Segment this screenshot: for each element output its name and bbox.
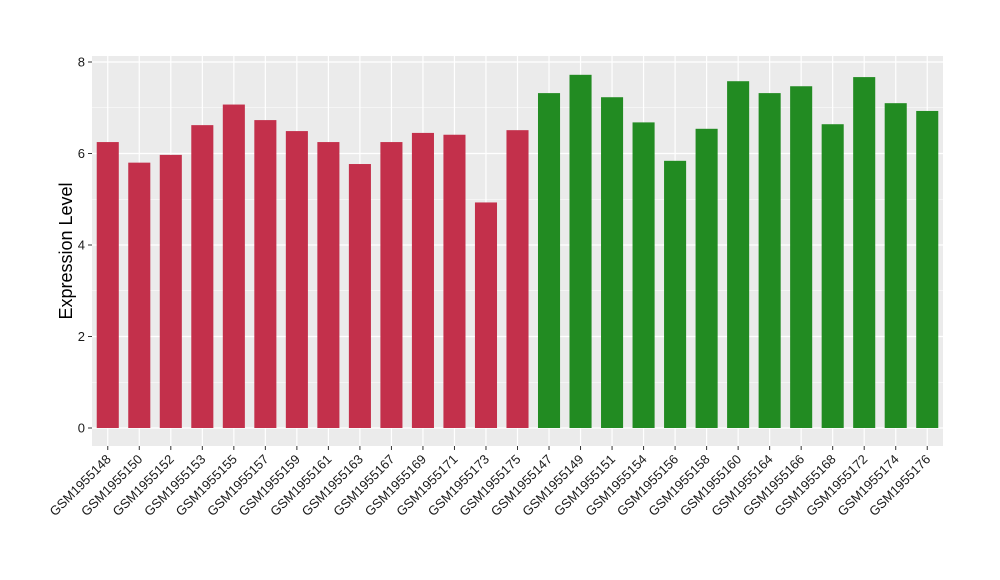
y-tick-label: 4 — [78, 238, 85, 253]
bar-GSM1955157 — [254, 120, 277, 428]
y-tick-label: 6 — [78, 146, 85, 161]
bar-GSM1955168 — [821, 124, 844, 428]
bar-GSM1955166 — [790, 86, 813, 428]
bar-GSM1955163 — [348, 164, 371, 428]
bar-GSM1955161 — [317, 142, 340, 428]
bar-GSM1955164 — [758, 93, 781, 429]
bar-GSM1955172 — [853, 77, 876, 428]
bar-GSM1955176 — [916, 110, 939, 428]
bars — [96, 74, 939, 429]
bar-GSM1955169 — [411, 132, 434, 428]
bar-GSM1955147 — [537, 93, 561, 429]
bar-GSM1955158 — [695, 128, 718, 429]
bar-GSM1955155 — [222, 104, 245, 429]
y-tick-label: 8 — [78, 55, 85, 70]
bar-GSM1955149 — [569, 74, 592, 428]
x-axis: GSM1955148GSM1955150GSM1955152GSM1955153… — [47, 446, 933, 519]
bar-GSM1955151 — [601, 97, 624, 428]
bar-GSM1955159 — [285, 131, 308, 428]
bar-GSM1955167 — [380, 142, 403, 428]
y-tick-label: 2 — [78, 329, 85, 344]
bar-GSM1955175 — [506, 130, 529, 429]
bar-GSM1955150 — [128, 162, 151, 428]
bar-GSM1955154 — [632, 122, 655, 428]
bar-GSM1955156 — [664, 160, 687, 428]
bar-GSM1955153 — [191, 125, 214, 428]
y-axis: 0 2 4 6 8 — [78, 55, 92, 436]
y-tick-label: 0 — [78, 421, 85, 436]
bar-GSM1955173 — [474, 202, 498, 428]
bar-GSM1955174 — [884, 103, 907, 429]
bar-GSM1955171 — [443, 134, 466, 428]
bar-GSM1955148 — [96, 142, 119, 428]
bar-GSM1955160 — [727, 81, 750, 428]
bar-GSM1955152 — [159, 154, 182, 428]
y-axis-title: Expression Level — [56, 182, 76, 319]
